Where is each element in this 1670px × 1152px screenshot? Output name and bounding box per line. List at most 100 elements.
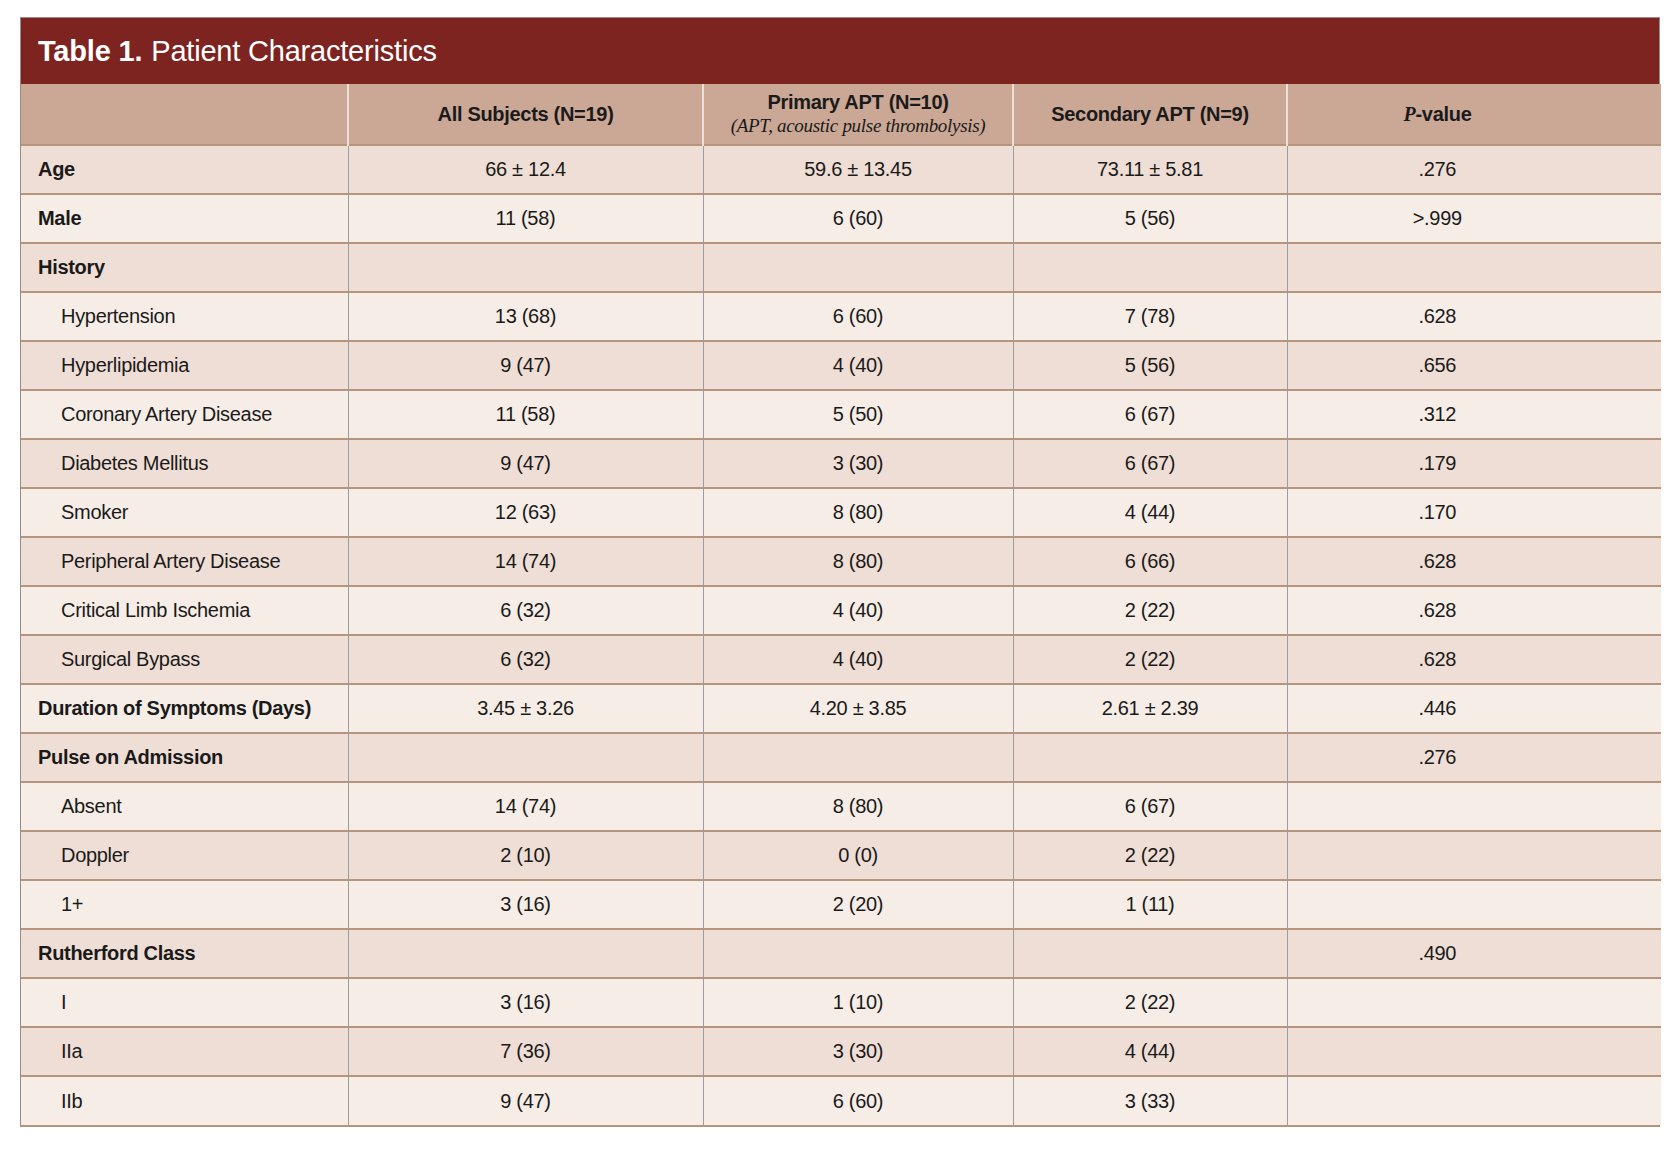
cell-p-value: .656 <box>1287 341 1661 390</box>
cell-p-value: .179 <box>1287 439 1661 488</box>
cell-all-subjects: 6 (32) <box>348 635 703 684</box>
cell-p-value: .170 <box>1287 488 1661 537</box>
cell-p-value: >.999 <box>1287 194 1661 243</box>
row-label: Doppler <box>21 831 348 880</box>
cell-all-subjects: 11 (58) <box>348 194 703 243</box>
cell-secondary-apt: 5 (56) <box>1013 341 1287 390</box>
row-label: Pulse on Admission <box>21 733 348 782</box>
table-row: Diabetes Mellitus9 (47)3 (30)6 (67).179 <box>21 439 1661 488</box>
data-table: All Subjects (N=19) Primary APT (N=10) (… <box>21 84 1661 1125</box>
cell-primary-apt: 6 (60) <box>703 292 1013 341</box>
row-label: Peripheral Artery Disease <box>21 537 348 586</box>
cell-p-value: .276 <box>1287 145 1661 194</box>
cell-primary-apt: 4 (40) <box>703 341 1013 390</box>
cell-secondary-apt: 6 (66) <box>1013 537 1287 586</box>
cell-secondary-apt: 2.61 ± 2.39 <box>1013 684 1287 733</box>
row-label: Hypertension <box>21 292 348 341</box>
cell-p-value <box>1287 831 1661 880</box>
cell-all-subjects <box>348 929 703 978</box>
cell-all-subjects: 66 ± 12.4 <box>348 145 703 194</box>
cell-secondary-apt: 4 (44) <box>1013 488 1287 537</box>
column-header-secondary-apt: Secondary APT (N=9) <box>1013 84 1287 145</box>
table-number: Table 1. <box>38 35 142 68</box>
table-title-bar: Table 1. Patient Characteristics <box>21 18 1659 84</box>
row-label: Male <box>21 194 348 243</box>
cell-secondary-apt: 6 (67) <box>1013 782 1287 831</box>
cell-all-subjects: 12 (63) <box>348 488 703 537</box>
cell-primary-apt: 4 (40) <box>703 586 1013 635</box>
table-row: Hypertension13 (68)6 (60)7 (78).628 <box>21 292 1661 341</box>
table-row: Doppler2 (10)0 (0)2 (22) <box>21 831 1661 880</box>
cell-primary-apt: 0 (0) <box>703 831 1013 880</box>
table-row: Pulse on Admission .276 <box>21 733 1661 782</box>
cell-secondary-apt: 7 (78) <box>1013 292 1287 341</box>
table-row: I3 (16)1 (10)2 (22) <box>21 978 1661 1027</box>
cell-all-subjects: 3.45 ± 3.26 <box>348 684 703 733</box>
cell-secondary-apt: 6 (67) <box>1013 390 1287 439</box>
cell-primary-apt: 8 (80) <box>703 782 1013 831</box>
cell-all-subjects: 9 (47) <box>348 1076 703 1125</box>
cell-p-value: .446 <box>1287 684 1661 733</box>
row-label: Smoker <box>21 488 348 537</box>
cell-secondary-apt: 1 (11) <box>1013 880 1287 929</box>
column-header-primary-apt: Primary APT (N=10) (APT, acoustic pulse … <box>703 84 1013 145</box>
cell-p-value: .628 <box>1287 292 1661 341</box>
table-row: IIa7 (36)3 (30)4 (44) <box>21 1027 1661 1076</box>
cell-all-subjects: 3 (16) <box>348 880 703 929</box>
cell-primary-apt <box>703 243 1013 292</box>
row-label: I <box>21 978 348 1027</box>
row-label: Surgical Bypass <box>21 635 348 684</box>
cell-primary-apt: 6 (60) <box>703 194 1013 243</box>
column-header-all-subjects: All Subjects (N=19) <box>348 84 703 145</box>
table-row: Peripheral Artery Disease14 (74)8 (80)6 … <box>21 537 1661 586</box>
row-label: Critical Limb Ischemia <box>21 586 348 635</box>
table-row: Duration of Symptoms (Days)3.45 ± 3.264.… <box>21 684 1661 733</box>
table-title: Patient Characteristics <box>151 35 437 68</box>
cell-secondary-apt: 2 (22) <box>1013 586 1287 635</box>
cell-all-subjects: 2 (10) <box>348 831 703 880</box>
primary-apt-label: Primary APT (N=10) <box>767 91 948 113</box>
cell-secondary-apt <box>1013 929 1287 978</box>
table-body: Age66 ± 12.459.6 ± 13.4573.11 ± 5.81.276… <box>21 145 1661 1125</box>
cell-all-subjects: 11 (58) <box>348 390 703 439</box>
row-label: Hyperlipidemia <box>21 341 348 390</box>
cell-primary-apt: 8 (80) <box>703 488 1013 537</box>
row-label: IIb <box>21 1076 348 1125</box>
cell-p-value <box>1287 243 1661 292</box>
cell-secondary-apt: 2 (22) <box>1013 978 1287 1027</box>
column-header-empty <box>21 84 348 145</box>
column-header-p-value: P-value <box>1287 84 1661 145</box>
cell-all-subjects: 9 (47) <box>348 341 703 390</box>
table-row: History <box>21 243 1661 292</box>
cell-all-subjects: 14 (74) <box>348 782 703 831</box>
cell-primary-apt: 4.20 ± 3.85 <box>703 684 1013 733</box>
table-row: 1+3 (16)2 (20)1 (11) <box>21 880 1661 929</box>
cell-all-subjects: 7 (36) <box>348 1027 703 1076</box>
row-label: History <box>21 243 348 292</box>
cell-primary-apt: 4 (40) <box>703 635 1013 684</box>
table-row: Surgical Bypass6 (32)4 (40)2 (22).628 <box>21 635 1661 684</box>
row-label: Coronary Artery Disease <box>21 390 348 439</box>
cell-secondary-apt: 5 (56) <box>1013 194 1287 243</box>
table-row: Age66 ± 12.459.6 ± 13.4573.11 ± 5.81.276 <box>21 145 1661 194</box>
cell-all-subjects <box>348 733 703 782</box>
cell-all-subjects <box>348 243 703 292</box>
cell-primary-apt: 6 (60) <box>703 1076 1013 1125</box>
cell-primary-apt <box>703 733 1013 782</box>
cell-all-subjects: 13 (68) <box>348 292 703 341</box>
cell-secondary-apt: 73.11 ± 5.81 <box>1013 145 1287 194</box>
cell-primary-apt <box>703 929 1013 978</box>
cell-p-value <box>1287 1076 1661 1125</box>
table-row: Coronary Artery Disease11 (58)5 (50)6 (6… <box>21 390 1661 439</box>
cell-all-subjects: 6 (32) <box>348 586 703 635</box>
table-row: IIb9 (47)6 (60)3 (33) <box>21 1076 1661 1125</box>
cell-p-value: .276 <box>1287 733 1661 782</box>
cell-p-value <box>1287 1027 1661 1076</box>
patient-characteristics-table: Table 1. Patient Characteristics All Sub… <box>20 17 1660 1127</box>
table-row: Male11 (58)6 (60)5 (56)>.999 <box>21 194 1661 243</box>
table-row: Absent14 (74)8 (80)6 (67) <box>21 782 1661 831</box>
table-header: All Subjects (N=19) Primary APT (N=10) (… <box>21 84 1661 145</box>
table-row: Hyperlipidemia9 (47)4 (40)5 (56).656 <box>21 341 1661 390</box>
cell-p-value <box>1287 978 1661 1027</box>
row-label: Absent <box>21 782 348 831</box>
